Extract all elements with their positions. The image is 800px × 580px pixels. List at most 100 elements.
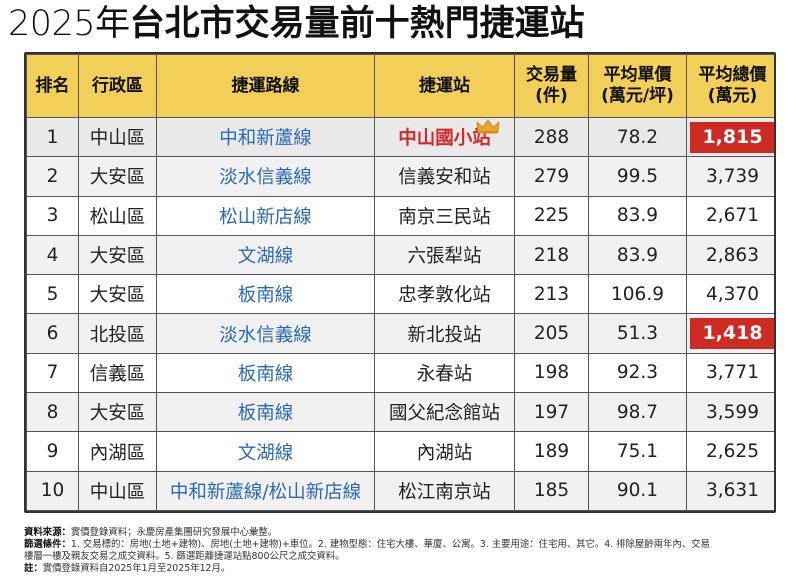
table-row: 5 大安區 板南線 忠孝敦化站 213 106.9 4,370 — [26, 274, 774, 315]
cell-rank: 9 — [26, 431, 79, 472]
footnotes: 資料來源：實價登錄資料；永慶房產集團研究發展中心彙整。 篩選條件：1. 交易標的… — [24, 527, 784, 575]
header-unit-price-unit: (萬元/坪) — [601, 86, 674, 106]
table-row: 4 大安區 文湖線 六張犁站 218 83.9 2,863 — [26, 234, 774, 276]
cell-unit-price: 90.1 — [588, 470, 687, 511]
header-unit-price-label: 平均單價 — [603, 65, 672, 85]
filter-note: 篩選條件：1. 交易標的：房地(土地+建物)、房地(土地+建物)+車位。2. 建… — [24, 539, 784, 551]
note-text: 實價登錄資料自2025年1月至2025年12月。 — [42, 563, 231, 574]
cell-line: 中和新蘆線/松山新店線 — [156, 470, 375, 511]
cell-station: 新北投站 — [374, 313, 515, 354]
cell-district: 北投區 — [78, 313, 157, 354]
cell-rank: 1 — [26, 116, 79, 158]
source-text: 實價登錄資料；永慶房產集團研究發展中心彙整。 — [70, 527, 278, 538]
cell-total-price: 1,815 — [690, 121, 774, 153]
cell-volume: 279 — [514, 156, 589, 197]
cell-total-price: 4,370 — [686, 274, 774, 315]
table-row: 9 內湖區 文湖線 內湖站 189 75.1 2,625 — [26, 431, 774, 472]
table-row: 6 北投區 淡水信義線 新北投站 205 51.3 1,418 — [26, 313, 774, 354]
cell-line: 板南線 — [156, 274, 375, 315]
cell-station: 國父紀念館站 — [374, 392, 515, 433]
cell-line: 淡水信義線 — [156, 313, 375, 354]
cell-station: 松江南京站 — [374, 470, 515, 511]
note-label: 註： — [24, 563, 43, 574]
header-rank: 排名 — [26, 54, 79, 118]
cell-rank: 3 — [26, 195, 79, 236]
source-note: 資料來源：實價登錄資料；永慶房產集團研究發展中心彙整。 — [24, 527, 784, 539]
cell-total-price: 2,863 — [686, 234, 774, 276]
cell-station: 南京三民站 — [374, 195, 515, 236]
header-volume: 交易量 (件) — [514, 54, 589, 118]
cell-unit-price: 75.1 — [588, 431, 687, 472]
cell-unit-price: 83.9 — [588, 234, 687, 276]
cell-district: 松山區 — [78, 195, 157, 236]
date-note: 註：實價登錄資料自2025年1月至2025年12月。 — [24, 563, 784, 575]
cell-line: 板南線 — [156, 392, 375, 433]
cell-volume: 197 — [514, 392, 589, 433]
cell-total-price-highlight: 1,815 — [686, 116, 774, 158]
table-row: 1 中山區 中和新蘆線 中山國小站 288 78.2 1,815 — [26, 116, 774, 158]
cell-district: 中山區 — [78, 470, 157, 511]
table-row: 3 松山區 松山新店線 南京三民站 225 83.9 2,671 — [26, 195, 774, 236]
cell-total-price: 1,418 — [690, 318, 774, 350]
cell-station: 六張犁站 — [374, 234, 515, 276]
source-label: 資料來源： — [24, 527, 71, 538]
cell-unit-price: 99.5 — [588, 156, 687, 197]
cell-district: 中山區 — [78, 116, 157, 158]
title-main: 台北市交易量前十熱門捷運站 — [129, 4, 585, 44]
header-total-price-unit: (萬元) — [707, 86, 758, 106]
crown-icon — [476, 119, 500, 134]
cell-rank: 5 — [26, 274, 79, 315]
ranking-table: 排名 行政區 捷運路線 捷運站 交易量 (件) 平均單價 (萬元/坪) 平均總價 (萬… — [24, 52, 776, 513]
table-row: 2 大安區 淡水信義線 信義安和站 279 99.5 3,739 — [26, 156, 774, 197]
cell-district: 內湖區 — [78, 431, 157, 472]
header-volume-unit: (件) — [535, 86, 568, 106]
cell-volume: 225 — [514, 195, 589, 236]
cell-district: 大安區 — [78, 234, 157, 276]
header-unit-price: 平均單價 (萬元/坪) — [588, 54, 687, 118]
cell-line: 中和新蘆線 — [156, 116, 375, 158]
cell-unit-price: 83.9 — [588, 195, 687, 236]
cell-volume: 218 — [514, 234, 589, 276]
cell-line: 淡水信義線 — [156, 156, 375, 197]
cell-station-label: 中山國小站 — [398, 128, 491, 150]
header-district: 行政區 — [78, 54, 157, 118]
cell-volume: 288 — [514, 116, 589, 158]
header-volume-label: 交易量 — [526, 65, 577, 85]
header-total-price-label: 平均總價 — [698, 65, 767, 85]
table-row: 7 信義區 板南線 永春站 198 92.3 3,771 — [26, 352, 774, 394]
cell-volume: 198 — [514, 352, 589, 394]
cell-volume: 185 — [514, 470, 589, 511]
cell-volume: 189 — [514, 431, 589, 472]
header-line: 捷運路線 — [156, 54, 375, 118]
page-title: 2025年台北市交易量前十熱門捷運站 — [8, 2, 792, 46]
cell-total-price: 3,771 — [686, 352, 774, 394]
cell-district: 信義區 — [78, 352, 157, 394]
filter-note-cont: 樓層一樓及親友交易之成交資料。5. 篩選距離捷運站點800公尺之成交資料。 — [24, 551, 345, 562]
cell-district: 大安區 — [78, 156, 157, 197]
cell-total-price: 3,631 — [686, 470, 774, 511]
cell-rank: 7 — [26, 352, 79, 394]
cell-total-price: 3,599 — [686, 392, 774, 433]
cell-unit-price: 92.3 — [588, 352, 687, 394]
cell-unit-price: 98.7 — [588, 392, 687, 433]
cell-volume: 213 — [514, 274, 589, 315]
filter-text-1: 1. 交易標的：房地(土地+建物)、房地(土地+建物)+車位。2. 建物型態：住… — [70, 539, 710, 550]
title-year: 2025年 — [8, 4, 130, 44]
cell-unit-price: 78.2 — [588, 116, 687, 158]
cell-station: 信義安和站 — [374, 156, 515, 197]
cell-rank: 10 — [26, 470, 79, 511]
cell-station: 忠孝敦化站 — [374, 274, 515, 315]
cell-total-price-highlight: 1,418 — [686, 313, 774, 354]
cell-rank: 6 — [26, 313, 79, 354]
cell-rank: 8 — [26, 392, 79, 433]
cell-line: 文湖線 — [156, 234, 375, 276]
table-row: 8 大安區 板南線 國父紀念館站 197 98.7 3,599 — [26, 392, 774, 433]
cell-total-price: 2,625 — [686, 431, 774, 472]
filter-label: 篩選條件： — [24, 539, 71, 550]
cell-unit-price: 106.9 — [588, 274, 687, 315]
cell-rank: 2 — [26, 156, 79, 197]
cell-station: 內湖站 — [374, 431, 515, 472]
cell-line: 松山新店線 — [156, 195, 375, 236]
cell-station: 永春站 — [374, 352, 515, 394]
cell-line: 文湖線 — [156, 431, 375, 472]
